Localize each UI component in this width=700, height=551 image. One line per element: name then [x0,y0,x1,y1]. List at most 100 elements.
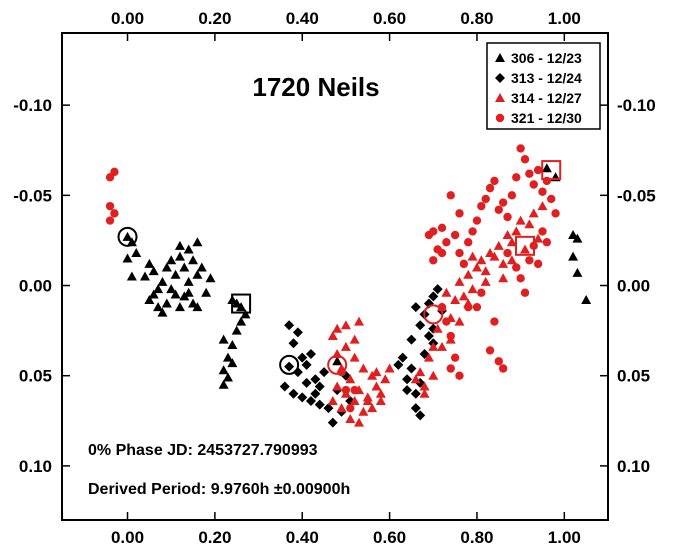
data-point [218,334,229,344]
data-point [450,230,460,240]
data-point [349,352,360,362]
data-point [446,364,455,373]
data-point [419,388,430,398]
data-point [292,367,303,378]
data-point [528,208,539,218]
series-1 [122,163,592,389]
data-point [541,163,552,173]
legend-box [486,42,601,130]
data-point [384,363,395,373]
data-point [188,298,199,308]
data-point [227,340,238,350]
data-point [502,230,513,240]
data-point [538,187,547,196]
data-point [498,198,508,207]
data-point [170,269,181,279]
data-point [358,363,369,373]
data-point [455,209,464,218]
data-point [131,248,142,258]
data-point [441,287,452,297]
highlight-marker [279,354,300,375]
data-point [442,238,451,247]
data-point [301,359,312,370]
x-tick-label-bottom: 1.00 [548,528,581,547]
x-tick-label-top: 0.20 [198,9,231,28]
data-point [551,209,560,218]
data-point [340,320,351,330]
data-point [161,262,172,272]
data-point [305,395,316,406]
data-point [547,194,556,204]
data-point [429,227,438,236]
data-point [455,248,464,258]
x-tick-label-top: 0.40 [286,9,319,28]
data-point [188,255,199,265]
data-points [105,144,592,428]
data-point [490,317,499,326]
data-point [122,253,133,263]
data-point [332,323,343,333]
legend-label: 306 - 12/23 [511,50,582,66]
data-point [323,403,334,414]
data-point [222,352,233,362]
data-point [358,406,369,416]
data-point [520,155,530,164]
data-point [485,346,495,355]
data-point [183,276,194,286]
data-point [110,209,119,218]
data-point [410,388,421,399]
y-tick-label-left: 0.05 [19,367,52,386]
y-tick-label-left: 0.00 [19,277,52,296]
data-point [572,233,583,243]
data-point [349,395,360,405]
data-point [472,216,482,225]
data-point [336,403,347,413]
legend-marker [495,93,505,102]
y-tick-label-left: 0.10 [19,457,52,476]
period-annotation: Derived Period: 9.9760h ±0.00900h [88,481,350,498]
data-point [572,267,583,277]
highlight-marker [117,226,138,247]
data-point [503,248,512,258]
data-point [367,403,378,413]
data-point [218,365,229,375]
data-point [503,212,512,222]
data-point [516,274,525,283]
x-tick-label-top: 0.60 [373,9,406,28]
data-point [284,361,295,372]
chart-title: 1720 Neils [252,72,379,102]
data-point [222,372,233,382]
data-point [481,194,490,204]
data-point [423,352,434,362]
data-point [454,316,465,326]
data-point [428,291,439,302]
data-point [533,259,543,269]
data-point [406,363,417,374]
data-point [423,331,434,342]
data-point [166,284,177,294]
data-point [410,374,421,384]
data-point [410,403,421,414]
data-point [310,388,321,399]
data-point [284,320,295,331]
data-point [428,370,439,380]
data-point [354,316,365,326]
data-point [498,273,509,283]
data-point [525,169,534,178]
data-point [148,289,159,299]
data-point [476,255,487,265]
data-point [346,403,355,413]
legend-label: 313 - 12/24 [511,70,582,86]
data-point [498,364,508,373]
data-point [568,230,579,240]
data-point [468,227,477,236]
data-point [183,287,194,297]
y-tick-label-right: 0.05 [617,367,650,386]
data-point [393,359,404,370]
data-point [437,341,448,351]
data-point [520,288,530,297]
y-tick-label-right: 0.00 [617,277,650,296]
data-point [455,371,464,380]
legend-marker [495,73,505,83]
